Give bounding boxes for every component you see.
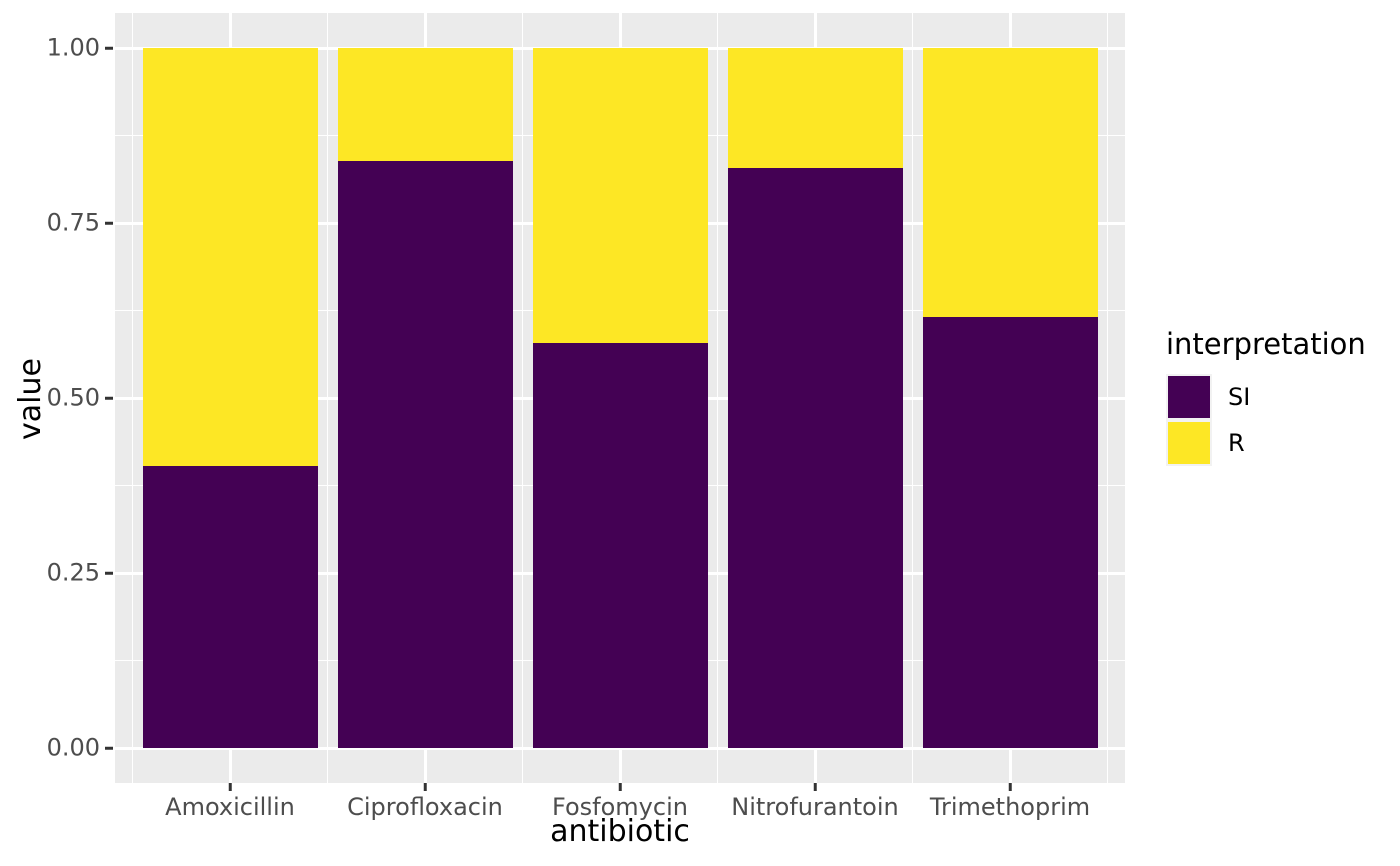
legend-item-r: R [1166, 420, 1366, 466]
y-tick-label: 0.75 [46, 208, 100, 237]
gridline-vertical-minor [521, 13, 524, 783]
legend-item-si: SI [1166, 374, 1366, 420]
gridline-vertical-minor [131, 13, 134, 783]
bar-segment-si-trimethoprim [922, 316, 1098, 748]
gridline-vertical-minor [1106, 13, 1109, 783]
y-tick-mark [105, 571, 113, 575]
x-tick-label: Ciprofloxacin [347, 793, 503, 821]
legend-title: interpretation [1166, 327, 1366, 361]
x-tick-mark [423, 783, 427, 791]
x-tick-mark [618, 783, 622, 791]
plot-panel [115, 13, 1125, 783]
gridline-vertical-minor [326, 13, 329, 783]
y-axis-title: value [13, 358, 48, 440]
legend-key-r [1166, 420, 1212, 466]
x-tick-label: Trimethoprim [929, 793, 1091, 821]
bar-segment-si-ciprofloxacin [337, 161, 513, 748]
bar-segment-r-trimethoprim [922, 48, 1098, 317]
x-tick-label: Fosfomycin [552, 793, 688, 821]
y-tick-mark [105, 46, 113, 50]
legend-label: SI [1228, 383, 1251, 411]
legend-key-si [1166, 374, 1212, 420]
bar-segment-r-ciprofloxacin [337, 48, 513, 162]
gridline-vertical-minor [716, 13, 719, 783]
gridline-vertical-minor [911, 13, 914, 783]
bar-segment-r-fosfomycin [532, 48, 708, 344]
legend: interpretation SI R [1166, 327, 1366, 466]
bar-segment-si-nitrofurantoin [727, 167, 903, 748]
bar-segment-r-nitrofurantoin [727, 48, 903, 168]
x-axis-title: antibiotic [550, 814, 690, 849]
legend-items: SI R [1166, 374, 1366, 466]
x-tick-mark [813, 783, 817, 791]
y-tick-label: 0.25 [46, 558, 100, 587]
x-tick-mark [1008, 783, 1012, 791]
y-tick-mark [105, 221, 113, 225]
y-tick-mark [105, 746, 113, 750]
legend-label: R [1228, 429, 1245, 457]
bar-segment-si-amoxicillin [142, 465, 318, 748]
x-tick-label: Nitrofurantoin [731, 793, 899, 821]
bar-segment-r-amoxicillin [142, 48, 318, 466]
y-tick-label: 1.00 [46, 33, 100, 62]
y-tick-label: 0.50 [46, 383, 100, 412]
x-tick-mark [228, 783, 232, 791]
y-tick-mark [105, 396, 113, 400]
y-tick-label: 0.00 [46, 733, 100, 762]
x-tick-label: Amoxicillin [165, 793, 295, 821]
bar-segment-si-fosfomycin [532, 343, 708, 748]
